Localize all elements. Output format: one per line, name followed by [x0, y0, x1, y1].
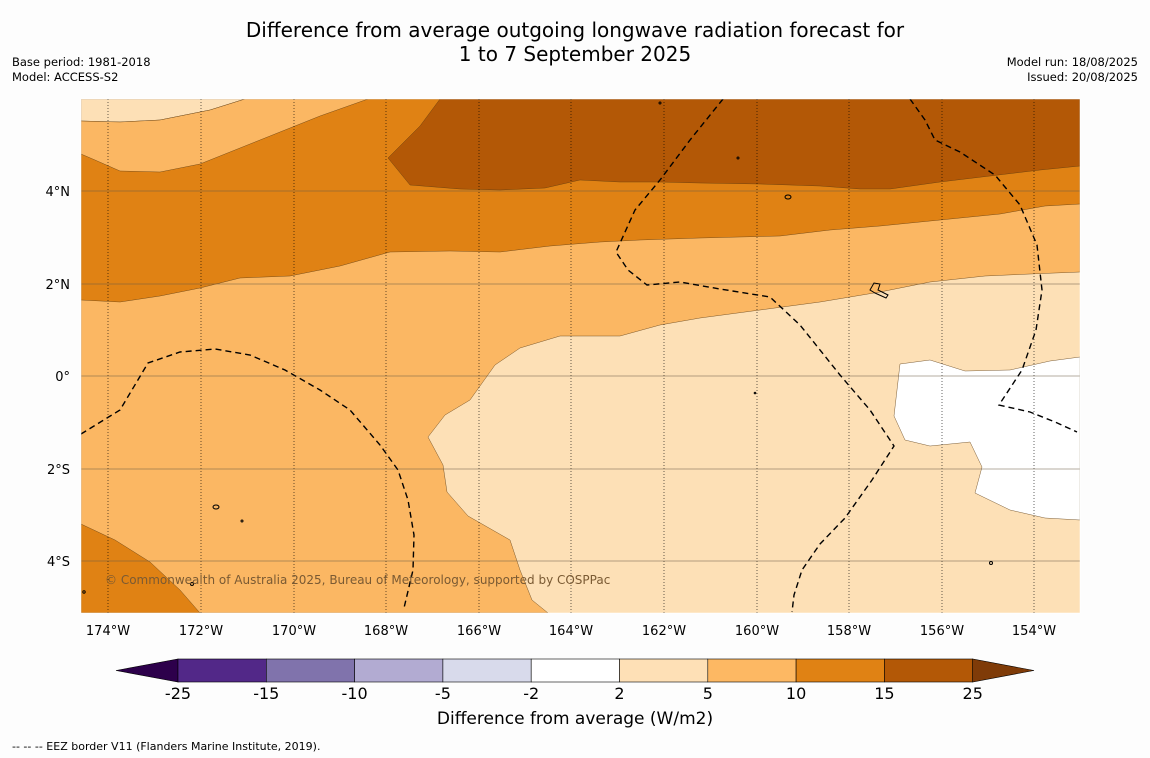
model-run: Model run: 18/08/2025	[1006, 55, 1138, 69]
colorbar-tick-label: -25	[165, 684, 191, 703]
meta-right: Model run: 18/08/2025 Issued: 20/08/2025	[1007, 55, 1138, 85]
longitude-label: 172°W	[179, 624, 223, 639]
title-line-2: 1 to 7 September 2025	[458, 42, 692, 66]
colorbar-tick-label: 25	[963, 684, 983, 703]
longitude-label: 174°W	[86, 624, 130, 639]
island-g	[658, 101, 662, 105]
colorbar-segment	[177, 658, 267, 683]
eez-source-note: -- -- -- EEZ border V11 (Flanders Marine…	[12, 740, 321, 753]
map-plot-area: © Commonwealth of Australia 2025, Bureau…	[81, 99, 1080, 613]
island-f	[736, 156, 740, 160]
islands	[82, 101, 993, 594]
copyright-notice: © Commonwealth of Australia 2025, Bureau…	[105, 573, 610, 587]
colorbar-segment	[884, 658, 974, 683]
map-figure: © Commonwealth of Australia 2025, Bureau…	[46, 98, 1081, 639]
longitude-label: 156°W	[920, 624, 964, 639]
title-line-1: Difference from average outgoing longwav…	[245, 18, 905, 42]
latitude-label: 4°N	[46, 185, 71, 200]
eez-borders	[81, 99, 1078, 613]
colorbar-tick-label: 5	[703, 684, 713, 703]
longitude-label: 160°W	[735, 624, 779, 639]
colorbar-tick-label: -15	[253, 684, 279, 703]
region-15-to-25	[387, 99, 1080, 191]
colorbar: -25 -15 -10 -5 -2 2 5 10 15 25	[115, 658, 1035, 703]
colorbar-tick-label: -5	[435, 684, 451, 703]
island-b	[212, 504, 220, 510]
map-title: Difference from average outgoing longwav…	[0, 18, 1150, 66]
latitude-label: 4°S	[47, 555, 70, 570]
graticule	[81, 99, 1080, 613]
eez-border-west	[81, 348, 415, 609]
island-kiritimati	[869, 282, 889, 299]
island-d	[190, 582, 194, 586]
longitude-label: 154°W	[1012, 624, 1056, 639]
longitude-label: 158°W	[827, 624, 871, 639]
colorbar-segment	[530, 658, 620, 683]
colorbar-tick-label: 2	[614, 684, 624, 703]
island-i	[82, 590, 86, 594]
island-e	[989, 561, 993, 565]
island-a	[784, 194, 792, 200]
model-name: Model: ACCESS-S2	[12, 70, 119, 84]
region-5-to-10-northwest-pocket	[81, 99, 369, 173]
latitude-label: 2°S	[47, 463, 70, 478]
latitude-label: 0°	[55, 370, 70, 385]
colorbar-segment	[707, 658, 797, 683]
island-h	[753, 391, 757, 395]
meta-left: Base period: 1981-2018 Model: ACCESS-S2	[12, 55, 151, 85]
colorbar-tick-label: -2	[523, 684, 539, 703]
colorbar-segment	[265, 658, 355, 683]
region-10-to-15-southwest	[81, 523, 201, 613]
longitude-label: 166°W	[457, 624, 501, 639]
region-minus2-to-2	[893, 356, 1080, 521]
colorbar-tick-label: 10	[786, 684, 806, 703]
longitude-label: 168°W	[364, 624, 408, 639]
colorbar-segment	[795, 658, 885, 683]
longitude-label: 162°W	[642, 624, 686, 639]
longitude-label: 170°W	[272, 624, 316, 639]
axis-labels: 174°W 172°W 170°W 168°W 166°W 164°W 162°W 160°W…	[46, 185, 1057, 639]
colorbar-title: Difference from average (W/m2)	[436, 709, 714, 729]
colorbar-under-arrow	[115, 658, 179, 683]
colorbar-tick-label: -10	[342, 684, 368, 703]
longitude-label: 164°W	[549, 624, 593, 639]
latitude-label: 2°N	[46, 278, 71, 293]
colorbar-tick-label: 15	[874, 684, 894, 703]
base-period: Base period: 1981-2018	[12, 55, 151, 69]
plot-border	[80, 98, 1081, 614]
eez-border-east	[909, 99, 1078, 433]
colorbar-over-arrow	[972, 658, 1035, 683]
issued-date: Issued: 20/08/2025	[1027, 70, 1138, 84]
colorbar-segment	[354, 658, 444, 683]
colorbar-segment	[619, 658, 709, 683]
island-c	[240, 519, 244, 523]
colorbar-segment	[442, 658, 532, 683]
